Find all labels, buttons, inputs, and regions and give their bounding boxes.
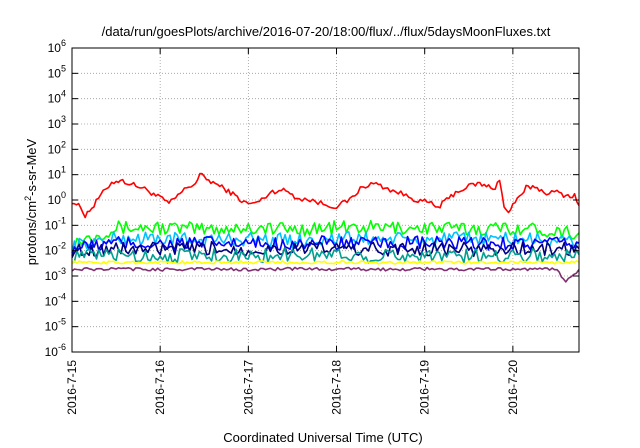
- series-line-4: [71, 235, 580, 256]
- grid: [72, 48, 579, 352]
- x-tick-label: 2016-7-18: [330, 360, 344, 415]
- y-tick-label: 10-3: [45, 266, 66, 283]
- y-tick-label: 10-2: [45, 241, 66, 258]
- y-tick-label: 10-1: [45, 215, 66, 232]
- y-tick-label: 106: [48, 38, 66, 55]
- x-tick-label: 2016-7-16: [153, 360, 167, 415]
- y-axis-label: protons/cm2-s-sr-MeV: [23, 138, 39, 265]
- x-tick-label: 2016-7-20: [506, 360, 520, 415]
- series-line-8: [71, 266, 580, 283]
- y-tick-label: 10-6: [45, 342, 66, 359]
- y-tick-label: 105: [48, 63, 66, 80]
- axis-ticks: 10-6 10-5 10-4 10-3 10-2 10-1 100 101 102 103 104 1…: [45, 38, 579, 415]
- data-series: [71, 172, 580, 283]
- y-axis-label-text: protons/cm2-s-sr-MeV: [23, 138, 39, 265]
- y-tick-label: 10-4: [45, 291, 66, 308]
- y-tick-label: 101: [48, 165, 66, 182]
- y-tick-label: 10-5: [45, 317, 66, 334]
- chart-title: /data/run/goesPlots/archive/2016-07-20/1…: [102, 24, 551, 39]
- series-line-6: [71, 247, 580, 264]
- y-tick-label: 102: [48, 139, 66, 156]
- series-line-7: [71, 260, 580, 265]
- y-tick-label: 100: [48, 190, 66, 207]
- x-tick-label: 2016-7-15: [65, 360, 79, 415]
- series-line-2: [71, 220, 580, 251]
- y-tick-label: 103: [48, 114, 66, 131]
- series-line-1: [71, 172, 580, 219]
- x-axis-label: Coordinated Universal Time (UTC): [223, 430, 422, 445]
- x-tick-label: 2016-7-17: [241, 360, 255, 415]
- x-tick-label: 2016-7-19: [418, 360, 432, 415]
- y-tick-label: 104: [48, 89, 66, 106]
